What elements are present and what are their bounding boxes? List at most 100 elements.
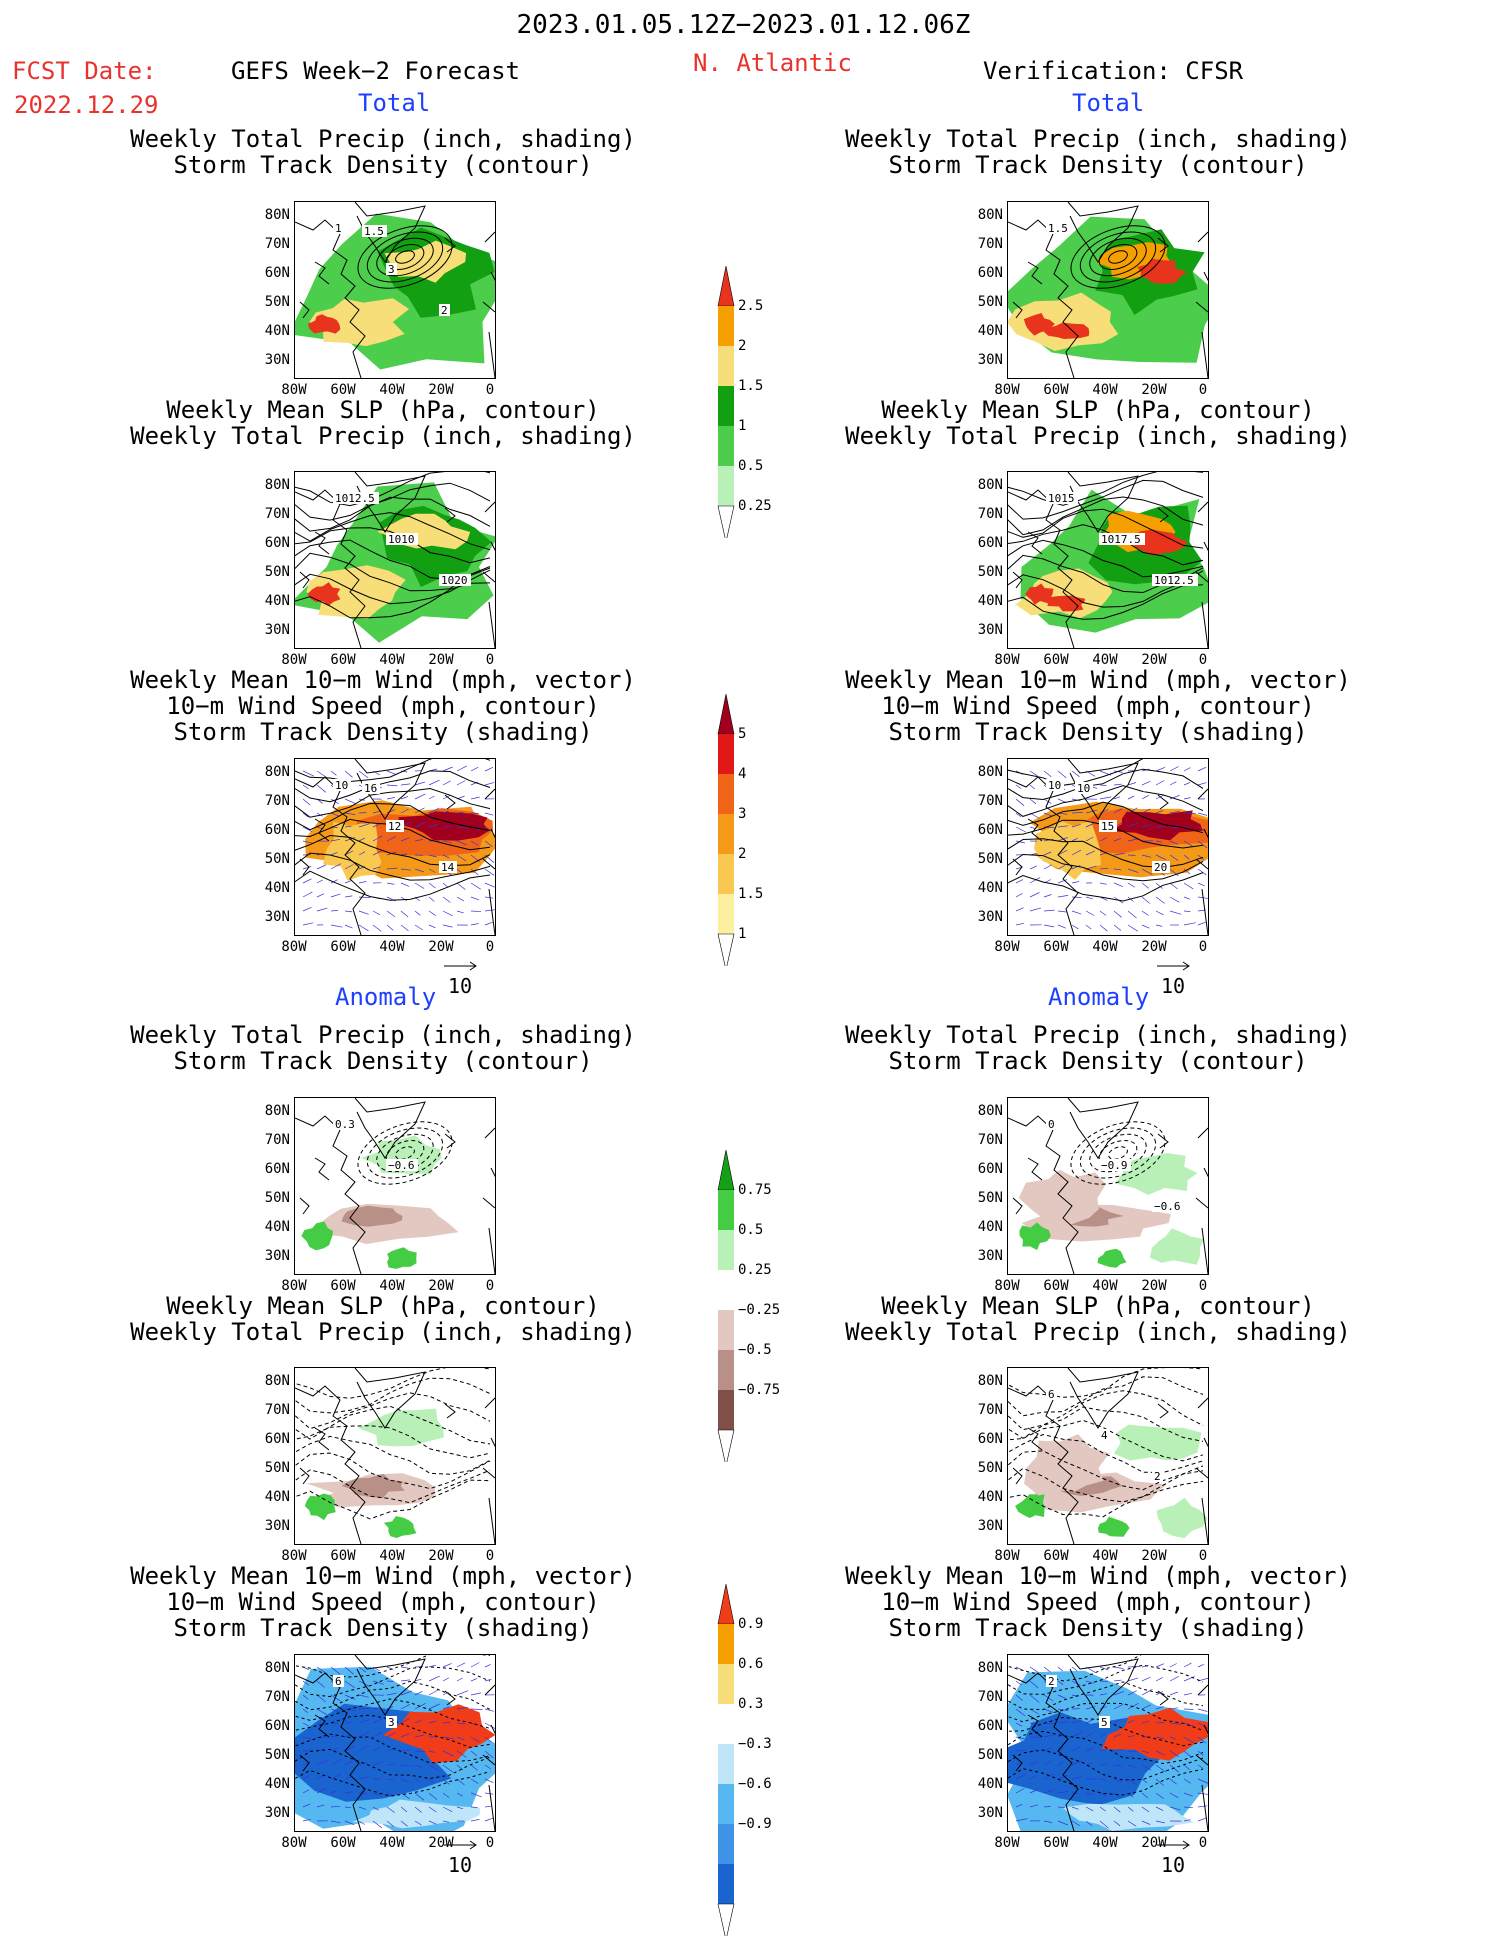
wind-vector — [1170, 897, 1179, 902]
region-title: N. Atlantic — [693, 50, 852, 76]
wind-speed-contour — [1008, 759, 1203, 785]
lat-tick-label: 80N — [963, 765, 1003, 779]
lat-tick-label: 80N — [250, 478, 290, 492]
arrow-icon — [1157, 962, 1189, 970]
contour-label: 1012.5 — [335, 492, 375, 505]
lon-tick-label: 40W — [1085, 383, 1125, 397]
wind-vector — [471, 1663, 479, 1668]
lon-tick-label: 60W — [1036, 940, 1076, 954]
lat-tick-label: 50N — [250, 295, 290, 309]
panel-title-line: 10−m Wind Speed (mph, contour) — [788, 693, 1408, 719]
panel-title-line: Storm Track Density (shading) — [788, 719, 1408, 745]
lat-tick-label: 50N — [963, 852, 1003, 866]
colorbar-label: 1.5 — [738, 379, 763, 393]
lat-tick-label: 40N — [250, 1490, 290, 1504]
colorbar-label: −0.6 — [738, 1777, 772, 1791]
slp-contour — [1008, 1377, 1203, 1416]
wind-vector — [485, 883, 495, 887]
lat-tick-label: 50N — [250, 1748, 290, 1762]
wind-vector — [1044, 771, 1051, 777]
wind-vector — [1184, 798, 1191, 799]
contour-label: 16 — [364, 782, 377, 795]
wind-vector — [317, 785, 326, 792]
wind-vector — [485, 1793, 493, 1794]
coastline — [483, 1128, 495, 1274]
lon-tick-label: 80W — [987, 1836, 1027, 1850]
wind-vector — [1016, 908, 1024, 911]
lon-tick-label: 0 — [1183, 1279, 1223, 1293]
wind-vector — [457, 883, 465, 890]
lon-tick-label: 0 — [470, 940, 510, 954]
wind-speed-contour — [1008, 769, 1203, 799]
wind-vector — [303, 892, 312, 897]
wind-vector — [1142, 883, 1149, 888]
wind-vector — [1072, 925, 1078, 929]
wind-vector — [1114, 1680, 1122, 1681]
wind-vector — [1030, 893, 1039, 898]
lon-tick-label: 80W — [274, 1279, 314, 1293]
slp-contour — [1008, 1391, 1203, 1430]
lat-tick-label: 50N — [963, 295, 1003, 309]
section-total-left: Total — [358, 90, 430, 116]
lon-tick-label: 0 — [1183, 383, 1223, 397]
wind-vector — [429, 925, 436, 928]
colorbar-swatch — [718, 1824, 734, 1864]
lon-tick-label: 60W — [1036, 1549, 1076, 1563]
wind-vector — [1184, 1676, 1195, 1681]
lat-tick-label: 40N — [963, 594, 1003, 608]
wind-vector — [387, 911, 395, 917]
lat-tick-label: 40N — [250, 594, 290, 608]
lat-tick-label: 40N — [250, 1220, 290, 1234]
wind-vector — [1198, 922, 1206, 925]
wind-vector — [1156, 1664, 1164, 1667]
coastline — [445, 1134, 455, 1148]
wind-vector — [1072, 882, 1079, 884]
wind-vector — [387, 1681, 393, 1682]
wind-vector — [485, 922, 493, 925]
colorbar-label: 0.75 — [738, 1183, 772, 1197]
lat-tick-label: 30N — [250, 910, 290, 924]
lat-tick-label: 40N — [250, 1777, 290, 1791]
wind-vector — [485, 869, 494, 875]
map-canvas: 0−0.9−0.6 — [1008, 1098, 1208, 1274]
panel-title-line: Weekly Total Precip (inch, shading) — [788, 1319, 1408, 1345]
lat-tick-label: 30N — [250, 1806, 290, 1820]
wind-vector — [1184, 883, 1193, 889]
wind-vector — [1114, 883, 1123, 887]
contour-label: 2 — [1154, 1470, 1161, 1483]
gefs-title: GEFS Week−2 Forecast — [231, 58, 520, 84]
vector-reference-label: 10 — [430, 1855, 490, 1875]
coastline — [295, 1116, 365, 1274]
wind-vector — [1100, 911, 1106, 915]
wind-vector — [1184, 897, 1190, 899]
precip-anom-shading — [387, 1247, 417, 1269]
wind-vector — [1156, 781, 1164, 786]
wind-vector — [429, 897, 434, 901]
lat-tick-label: 50N — [250, 1461, 290, 1475]
wind-vector — [1016, 1751, 1025, 1752]
precip-anom-shading — [1098, 1517, 1130, 1537]
contour-label: 1.5 — [364, 225, 384, 238]
lon-tick-label: 60W — [323, 653, 363, 667]
wind-vector — [1086, 897, 1093, 899]
lat-tick-label: 30N — [963, 353, 1003, 367]
lon-tick-label: 0 — [470, 653, 510, 667]
wind-vector — [1170, 883, 1178, 889]
wind-vector — [359, 925, 369, 931]
section-anomaly-right: Anomaly — [1048, 984, 1149, 1010]
lat-tick-label: 80N — [250, 208, 290, 222]
colorbar-swatch — [718, 426, 734, 466]
colorbar-label: 0.6 — [738, 1657, 763, 1671]
coastline — [295, 1386, 365, 1544]
wind-vector — [317, 880, 323, 883]
lon-tick-label: 20W — [1134, 383, 1174, 397]
lon-tick-label: 80W — [987, 940, 1027, 954]
lat-tick-label: 60N — [963, 823, 1003, 837]
wind-vector — [1100, 883, 1107, 884]
